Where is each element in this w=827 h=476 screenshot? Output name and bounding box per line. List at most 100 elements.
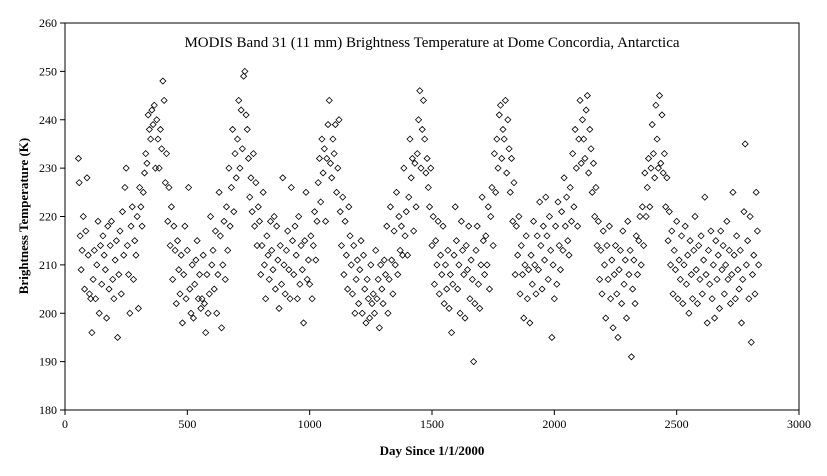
data-point <box>427 164 435 172</box>
data-point <box>691 212 699 221</box>
data-point <box>373 295 381 303</box>
data-point <box>553 280 561 288</box>
data-point <box>583 91 591 100</box>
data-point <box>414 116 423 124</box>
data-point <box>379 300 387 308</box>
data-point <box>665 208 673 216</box>
data-point <box>166 241 174 250</box>
data-point <box>254 203 262 211</box>
data-point <box>319 169 327 177</box>
data-point <box>392 188 401 196</box>
data-point <box>258 241 266 250</box>
data-point <box>666 261 675 269</box>
data-point <box>425 203 434 211</box>
data-point <box>448 329 456 337</box>
data-point <box>575 135 583 143</box>
data-point <box>747 338 755 346</box>
data-point <box>430 280 439 288</box>
data-point <box>279 174 287 182</box>
data-point <box>133 212 141 221</box>
y-tick-label: 260 <box>39 16 57 30</box>
data-point <box>412 203 420 211</box>
data-point <box>396 246 404 254</box>
data-point <box>619 227 627 235</box>
data-point <box>386 203 394 211</box>
data-point <box>505 145 513 153</box>
data-point <box>708 295 716 303</box>
data-point <box>265 275 273 283</box>
data-point <box>169 275 177 283</box>
data-point <box>549 261 557 269</box>
data-point <box>421 135 429 143</box>
data-point <box>263 232 271 240</box>
data-point <box>470 358 478 366</box>
data-point <box>189 314 198 322</box>
data-point <box>591 212 599 221</box>
data-point <box>740 208 748 216</box>
data-point <box>745 295 753 303</box>
y-axis-ticks: 180 190 200 210 220 230 240 250 260 <box>39 16 65 417</box>
data-point <box>429 212 437 221</box>
data-point <box>611 241 620 250</box>
data-point <box>635 237 643 245</box>
data-point <box>613 290 621 298</box>
data-point <box>137 203 145 211</box>
data-point <box>336 208 344 216</box>
plot-area <box>64 22 800 411</box>
data-point <box>567 217 576 225</box>
data-point <box>191 280 199 288</box>
data-point <box>750 251 758 259</box>
data-point <box>651 174 659 182</box>
data-point <box>84 251 92 259</box>
data-point <box>618 300 626 308</box>
data-point <box>723 217 731 225</box>
data-point <box>578 116 587 124</box>
data-point <box>684 251 692 259</box>
data-point <box>422 169 430 177</box>
data-point <box>236 164 244 172</box>
data-point <box>545 212 554 221</box>
data-point <box>297 241 305 250</box>
data-point <box>192 256 200 264</box>
data-point <box>388 256 396 264</box>
data-point <box>733 232 741 240</box>
y-tick-label: 240 <box>39 113 57 127</box>
data-point <box>696 275 704 283</box>
data-point <box>752 188 760 196</box>
data-point <box>569 150 577 158</box>
data-point <box>689 295 697 303</box>
data-point <box>101 266 109 274</box>
data-point <box>284 227 292 235</box>
data-point <box>587 145 595 153</box>
data-point <box>147 135 155 143</box>
data-point <box>714 251 722 259</box>
data-point <box>529 217 538 225</box>
data-point <box>596 275 604 283</box>
data-point <box>481 270 489 279</box>
data-point <box>353 256 361 264</box>
data-point <box>461 314 469 322</box>
data-point <box>687 270 695 279</box>
data-point <box>391 261 399 269</box>
data-point <box>302 188 310 196</box>
data-point <box>205 290 213 298</box>
data-point <box>673 217 681 225</box>
data-point <box>181 222 189 230</box>
data-point <box>378 285 386 293</box>
data-point <box>138 222 146 230</box>
data-point <box>570 203 578 211</box>
data-point <box>700 256 708 264</box>
data-point <box>246 193 254 201</box>
y-tick-label: 190 <box>39 355 57 369</box>
x-tick-label: 0 <box>62 417 68 431</box>
data-point <box>543 232 551 240</box>
data-point <box>477 261 485 269</box>
data-point <box>594 217 602 225</box>
chart-title: MODIS Band 31 (11 mm) Brightness Tempera… <box>184 35 679 51</box>
data-point <box>574 222 582 230</box>
data-point <box>581 154 589 163</box>
data-point <box>402 208 410 216</box>
data-point <box>318 135 326 143</box>
data-point <box>109 275 117 283</box>
data-point <box>389 290 397 298</box>
